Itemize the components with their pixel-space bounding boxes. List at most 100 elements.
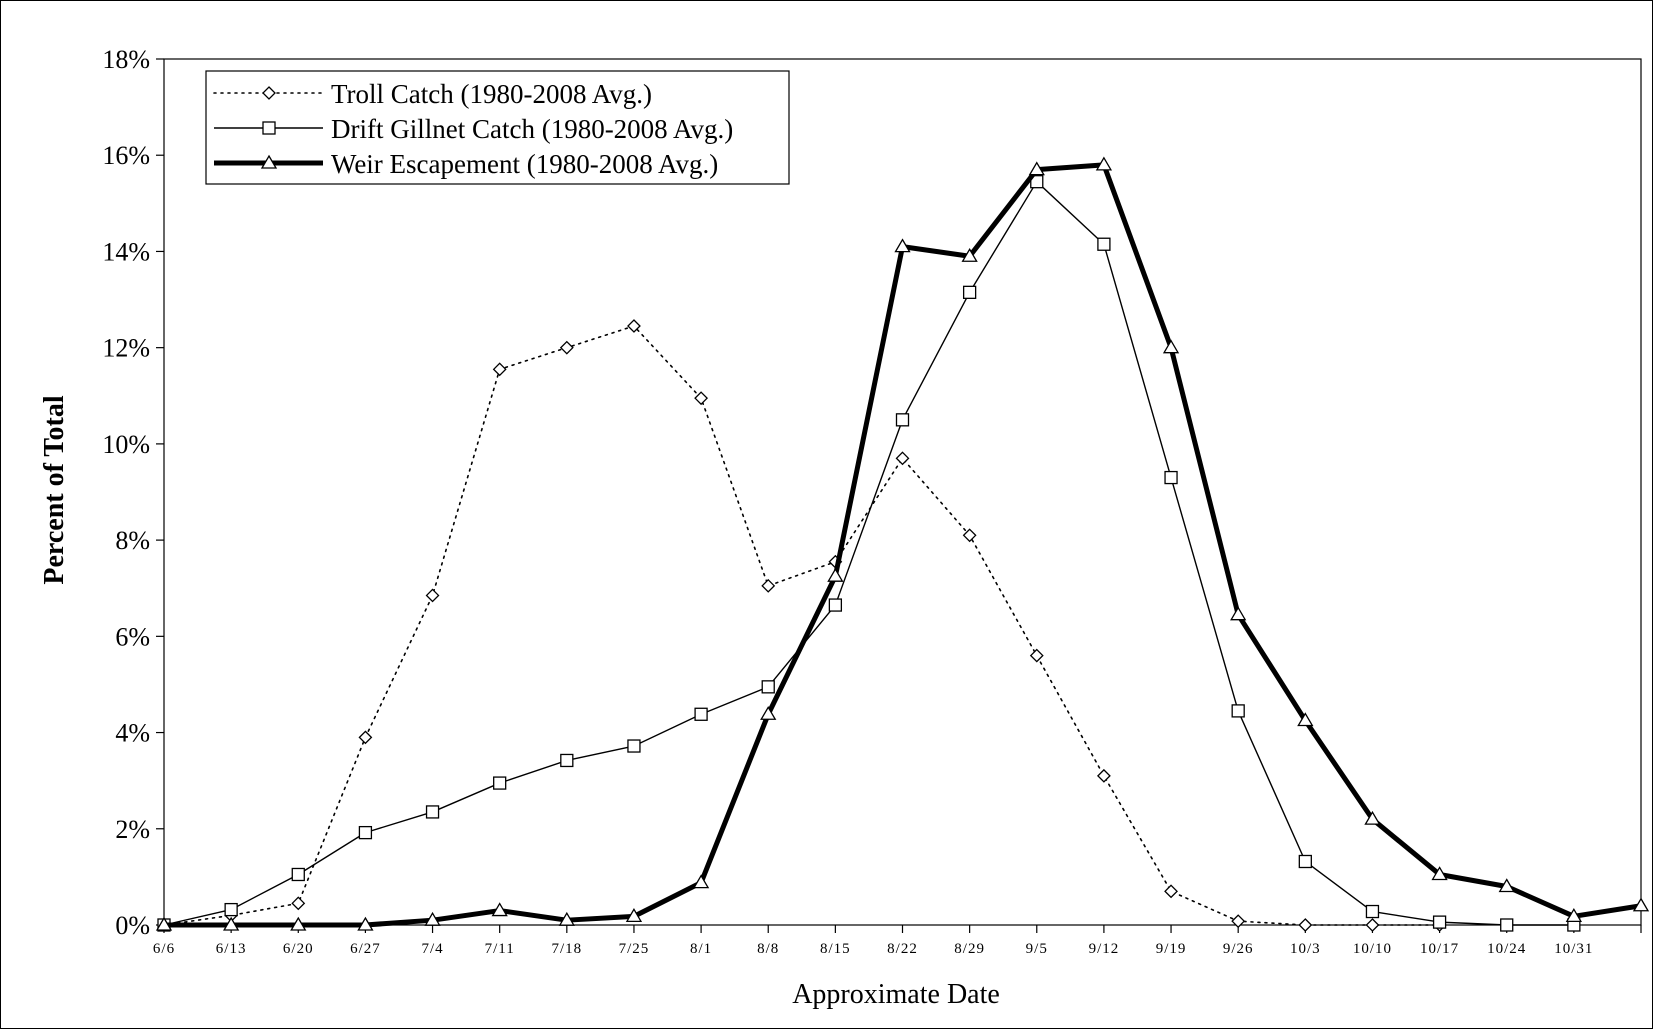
y-tick-label: 18% — [102, 45, 150, 74]
legend-items — [213, 86, 324, 169]
gillnet-point — [761, 680, 775, 694]
y-tick-label: 14% — [102, 237, 150, 266]
x-tick-label: 7/25 — [619, 941, 650, 957]
troll-point — [694, 391, 709, 406]
x-tick-label: 6/27 — [350, 941, 381, 957]
troll-point — [291, 896, 306, 911]
weir-point — [1028, 161, 1045, 176]
x-tick-label: 9/19 — [1156, 941, 1187, 957]
gillnet-point — [1030, 175, 1044, 189]
x-tick-label: 8/22 — [887, 941, 918, 957]
x-tick-label: 9/12 — [1089, 941, 1120, 957]
x-tick-label: 10/31 — [1554, 941, 1593, 957]
y-tick-label: 0% — [115, 911, 150, 940]
y-tick-label: 10% — [102, 430, 150, 459]
weir-point — [1498, 878, 1515, 893]
weir-point — [357, 916, 374, 931]
gillnet-point — [358, 825, 373, 840]
x-tick-label: 8/15 — [820, 941, 851, 957]
weir-point — [223, 916, 240, 931]
x-tick-label: 10/24 — [1487, 941, 1526, 957]
weir-series-line-group — [155, 156, 1650, 931]
x-tick-label: 7/18 — [551, 941, 582, 957]
troll-point — [425, 588, 440, 603]
gillnet-point — [1298, 854, 1312, 869]
troll-point — [1164, 884, 1178, 899]
gillnet-point — [493, 776, 507, 790]
x-tick-label: 10/3 — [1290, 941, 1321, 957]
troll-point — [358, 730, 373, 745]
gillnet-point — [962, 285, 977, 299]
weir-point — [1297, 712, 1314, 727]
x-axis-ticks: 6/6 6/13 6/20 6/27 7/4 7/11 7/18 7/25 8/1 8/8 8/15… — [153, 925, 1642, 957]
weir-point — [961, 247, 978, 262]
x-axis-label: Approximate Date — [792, 979, 1000, 1010]
troll-point — [1298, 918, 1313, 932]
weir-point — [760, 705, 777, 720]
weir-point — [894, 238, 911, 253]
weir-point — [558, 911, 575, 926]
weir-point — [625, 908, 643, 922]
gillnet-point — [694, 707, 708, 721]
gillnet-series-line-group — [157, 175, 1581, 932]
troll-series-line-group — [157, 319, 1447, 932]
weir-series-line — [164, 162, 1642, 928]
y-tick-label: 2% — [115, 815, 150, 844]
legend-label-weir: Weir Escapement (1980-2008 Avg.) — [331, 149, 718, 179]
legend-label-troll: Troll Catch (1980-2008 Avg.) — [331, 79, 652, 109]
y-tick-label: 16% — [102, 141, 150, 170]
x-tick-label: 7/11 — [485, 941, 515, 957]
weir-point — [1162, 339, 1180, 354]
troll-point — [1231, 914, 1246, 929]
series-layer — [155, 156, 1650, 932]
y-axis-ticks: 0% 2% 4% 6% 8% 10% 12% 14% 16% 18% — [102, 45, 164, 940]
x-tick-label: 6/20 — [283, 941, 314, 957]
weir-point — [491, 902, 508, 917]
troll-point — [962, 528, 977, 543]
x-tick-label: 6/6 — [153, 941, 175, 957]
gillnet-point — [1500, 918, 1514, 932]
weir-point — [1230, 606, 1247, 621]
y-tick-label: 8% — [115, 526, 150, 555]
weir-point — [1364, 810, 1381, 825]
plot-border — [163, 58, 1642, 926]
x-tick-label: 6/13 — [216, 941, 247, 957]
weir-point — [1632, 897, 1650, 912]
troll-series-line — [163, 325, 1441, 926]
weir-point — [1431, 866, 1448, 881]
y-tick-label: 4% — [115, 719, 150, 748]
legend-marker — [260, 154, 278, 169]
troll-point — [627, 319, 641, 333]
gillnet-point — [828, 598, 843, 612]
gillnet-point — [1365, 904, 1380, 919]
x-tick-label: 8/8 — [757, 941, 779, 957]
legend-label-gillnet: Drift Gillnet Catch (1980-2008 Avg.) — [331, 114, 733, 144]
gillnet-point — [1164, 470, 1178, 485]
troll-point — [559, 340, 574, 355]
troll-point — [492, 362, 507, 377]
gillnet-point — [1432, 915, 1447, 929]
gillnet-point — [291, 867, 305, 882]
legend: Troll Catch (1980-2008 Avg.) Drift Gilln… — [205, 70, 790, 185]
gillnet-point — [560, 753, 574, 768]
troll-point — [895, 451, 910, 466]
legend-marker — [262, 86, 276, 100]
weir-point — [155, 916, 173, 931]
plot-area — [163, 58, 1642, 926]
troll-point — [1365, 918, 1380, 932]
troll-point — [761, 578, 776, 593]
legend-marker — [262, 121, 276, 135]
x-tick-label: 8/1 — [690, 941, 712, 957]
gillnet-point — [627, 739, 641, 753]
weir-point — [692, 874, 710, 889]
x-tick-label: 10/17 — [1420, 941, 1459, 957]
x-tick-label: 9/26 — [1223, 941, 1254, 957]
y-axis-label: Percent of Total — [39, 395, 70, 584]
x-tick-label: 9/5 — [1026, 941, 1048, 957]
weir-point — [827, 567, 844, 582]
gillnet-point — [1097, 237, 1111, 251]
x-tick-label: 8/29 — [954, 941, 985, 957]
gillnet-point — [895, 413, 910, 427]
gillnet-point — [1231, 704, 1245, 718]
